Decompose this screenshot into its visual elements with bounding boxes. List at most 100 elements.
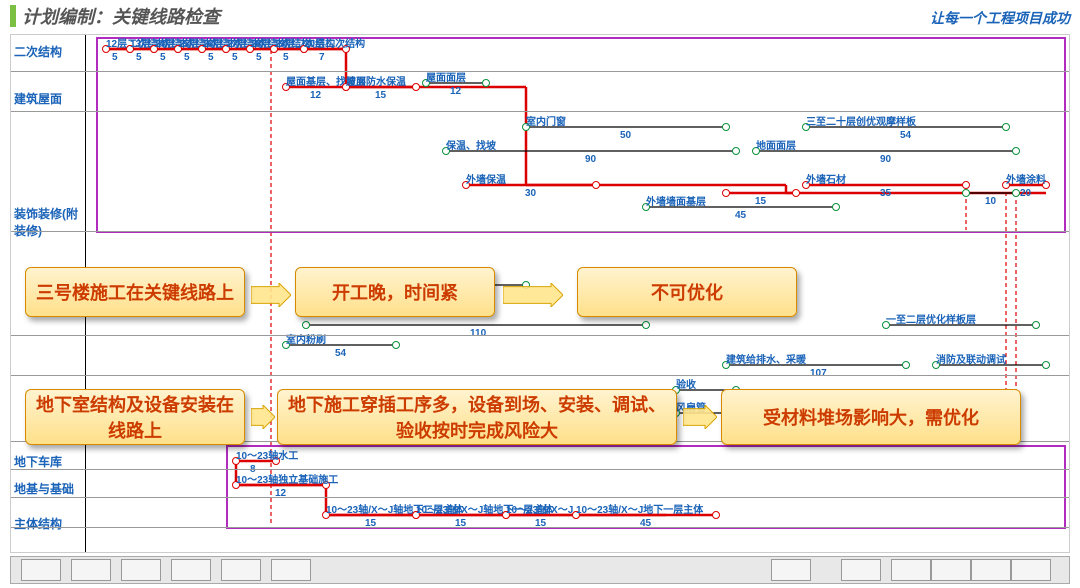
activity-duration: 50 — [620, 130, 631, 141]
activity-label: 室内粉刷 — [286, 331, 326, 346]
callout-text: 地下室结构及设备安装在线路上 — [36, 391, 234, 443]
activity-duration: 45 — [735, 210, 746, 221]
footer-cell — [771, 559, 811, 581]
activity-label: 外墙石材 — [806, 171, 846, 186]
row-divider — [11, 497, 1069, 498]
activity-duration: 10 — [985, 196, 996, 207]
activity-label: 验收 — [676, 376, 696, 391]
activity-duration: 5 — [160, 52, 166, 63]
activity-duration: 7 — [319, 52, 325, 63]
activity-label: 外墙保温 — [466, 171, 506, 186]
activity-duration: 5 — [208, 52, 214, 63]
motto-text: 让每一个工程项目成功 — [930, 8, 1070, 28]
activity-duration: 5 — [232, 52, 238, 63]
activity-label: 外墙涂料 — [1006, 171, 1046, 186]
row-label: 装饰装修(附装修) — [14, 205, 85, 239]
activity-label: 室内门窗 — [526, 113, 566, 128]
callout-text: 受材料堆场影响大，需优化 — [763, 404, 979, 430]
activity-node — [902, 361, 910, 369]
activity-node — [712, 511, 720, 519]
activity-duration: 54 — [335, 348, 346, 359]
step-arrow-icon — [683, 405, 717, 429]
activity-node — [722, 189, 730, 197]
callout-text: 开工晚，时间紧 — [332, 279, 458, 305]
footer-cell — [841, 559, 881, 581]
activity-duration: 5 — [112, 52, 118, 63]
callout-text: 地下施工穿插工序多，设备到场、安装、调试、验收按时完成风险大 — [288, 391, 666, 443]
footer-bar — [10, 556, 1070, 584]
activity-label: 10～23轴/X～J — [506, 501, 573, 516]
activity-node — [1002, 123, 1010, 131]
row-divider — [11, 375, 1069, 376]
gantt-chart-area: 二次结构建筑屋面装饰装修(附装修)地下车库地基与基础主体结构 12层二次结构51… — [10, 34, 1070, 553]
activity-duration: 15 — [375, 90, 386, 101]
activity-duration: 12 — [450, 86, 461, 97]
callout-box: 开工晚，时间紧 — [295, 267, 495, 317]
row-label: 建筑屋面 — [14, 90, 62, 107]
callout-box: 受材料堆场影响大，需优化 — [721, 389, 1021, 445]
activity-node — [1042, 361, 1050, 369]
activity-label: 屋面防水保温 — [346, 73, 406, 88]
activity-label: 10～23轴独立基础施工 — [236, 471, 338, 486]
page-title: 计划编制：关键线路检查 — [22, 3, 220, 29]
callout-text: 三号楼施工在关键线路上 — [36, 279, 234, 305]
footer-cell — [121, 559, 161, 581]
callout-box: 地下室结构及设备安装在线路上 — [25, 389, 245, 445]
activity-node — [642, 321, 650, 329]
activity-label: 一至二层优化样板层 — [886, 311, 976, 326]
activity-label: 建筑给排水、采暖 — [726, 351, 806, 366]
activity-duration: 5 — [283, 52, 289, 63]
activity-node — [1032, 321, 1040, 329]
footer-cell — [271, 559, 311, 581]
activity-node — [392, 341, 400, 349]
activity-duration: 110 — [470, 328, 486, 339]
row-divider — [11, 111, 1069, 112]
activity-duration: 54 — [900, 130, 911, 141]
activity-node — [722, 123, 730, 131]
footer-cell — [971, 559, 1011, 581]
activity-label: 消防及联动调试 — [936, 351, 1006, 366]
activity-duration: 35 — [880, 188, 891, 199]
row-label: 地基与基础 — [14, 480, 74, 497]
activity-node — [962, 181, 970, 189]
step-arrow-icon — [251, 283, 291, 307]
highlight-region — [226, 445, 1066, 529]
footer-cell — [1011, 559, 1051, 581]
accent-bar — [10, 5, 16, 27]
row-divider — [11, 231, 1069, 232]
callout-box: 三号楼施工在关键线路上 — [25, 267, 245, 317]
activity-node — [1012, 189, 1020, 197]
activity-duration: 107 — [810, 368, 827, 379]
row-divider — [11, 469, 1069, 470]
footer-cell — [71, 559, 111, 581]
activity-duration: 90 — [880, 154, 891, 165]
activity-label: 10～23轴水工 — [236, 447, 298, 462]
activity-duration: 5 — [136, 52, 142, 63]
activity-label: 保温、找坡 — [446, 137, 496, 152]
row-label: 主体结构 — [14, 515, 62, 532]
step-arrow-icon — [503, 283, 563, 307]
activity-label: 10～23轴/X～J地下一层主体 — [576, 501, 703, 516]
activity-node — [1012, 147, 1020, 155]
row-divider — [11, 527, 1069, 528]
activity-duration: 30 — [525, 188, 536, 199]
activity-node — [732, 147, 740, 155]
activity-node — [792, 189, 800, 197]
activity-duration: 5 — [184, 52, 190, 63]
callout-box: 不可优化 — [577, 267, 797, 317]
footer-cell — [891, 559, 931, 581]
activity-node — [302, 321, 310, 329]
footer-cell — [931, 559, 971, 581]
footer-cell — [221, 559, 261, 581]
activity-node — [482, 79, 490, 87]
row-label: 二次结构 — [14, 43, 62, 60]
activity-duration: 12 — [310, 90, 321, 101]
activity-duration: 15 — [755, 196, 766, 207]
activity-node — [592, 181, 600, 189]
activity-label: 地面面层 — [756, 137, 796, 152]
row-divider — [11, 335, 1069, 336]
activity-label: 三至二十层创优观摩样板 — [806, 113, 916, 128]
row-label: 地下车库 — [14, 453, 62, 470]
footer-cell — [21, 559, 61, 581]
activity-label: 外墙墙面基层 — [646, 193, 706, 208]
